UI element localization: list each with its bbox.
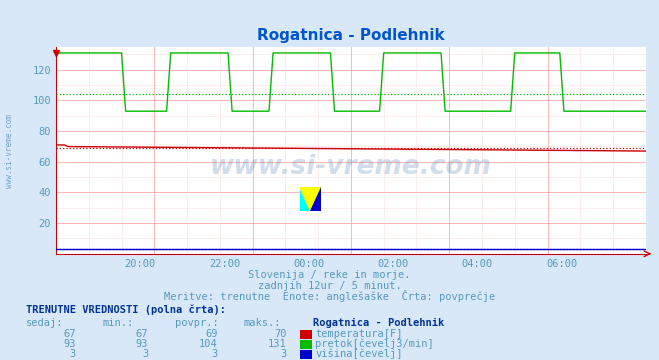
Text: 3: 3 (212, 349, 217, 359)
Polygon shape (300, 187, 321, 211)
Polygon shape (300, 187, 310, 211)
Text: 3: 3 (281, 349, 287, 359)
Text: 3: 3 (142, 349, 148, 359)
Text: www.si-vreme.com: www.si-vreme.com (210, 154, 492, 180)
Text: 67: 67 (63, 329, 76, 339)
Text: višina[čevelj]: višina[čevelj] (315, 348, 403, 359)
Text: temperatura[F]: temperatura[F] (315, 329, 403, 339)
Text: povpr.:: povpr.: (175, 318, 218, 328)
Text: 70: 70 (274, 329, 287, 339)
Text: 104: 104 (199, 339, 217, 350)
Text: maks.:: maks.: (244, 318, 281, 328)
Text: 67: 67 (136, 329, 148, 339)
Polygon shape (310, 187, 321, 211)
Text: 93: 93 (63, 339, 76, 350)
Text: sedaj:: sedaj: (26, 318, 64, 328)
Text: 131: 131 (268, 339, 287, 350)
Text: zadnjih 12ur / 5 minut.: zadnjih 12ur / 5 minut. (258, 281, 401, 291)
Text: 3: 3 (70, 349, 76, 359)
Text: Slovenija / reke in morje.: Slovenija / reke in morje. (248, 270, 411, 280)
Text: Meritve: trenutne  Enote: anglešaške  Črta: povprečje: Meritve: trenutne Enote: anglešaške Črta… (164, 289, 495, 302)
Text: min.:: min.: (102, 318, 133, 328)
Text: TRENUTNE VREDNOSTI (polna črta):: TRENUTNE VREDNOSTI (polna črta): (26, 305, 226, 315)
Text: 93: 93 (136, 339, 148, 350)
Text: Rogatnica - Podlehnik: Rogatnica - Podlehnik (313, 318, 444, 328)
Text: www.si-vreme.com: www.si-vreme.com (5, 114, 14, 188)
Text: pretok[čevelj3/min]: pretok[čevelj3/min] (315, 339, 434, 350)
Text: 69: 69 (205, 329, 217, 339)
Title: Rogatnica - Podlehnik: Rogatnica - Podlehnik (257, 28, 445, 43)
